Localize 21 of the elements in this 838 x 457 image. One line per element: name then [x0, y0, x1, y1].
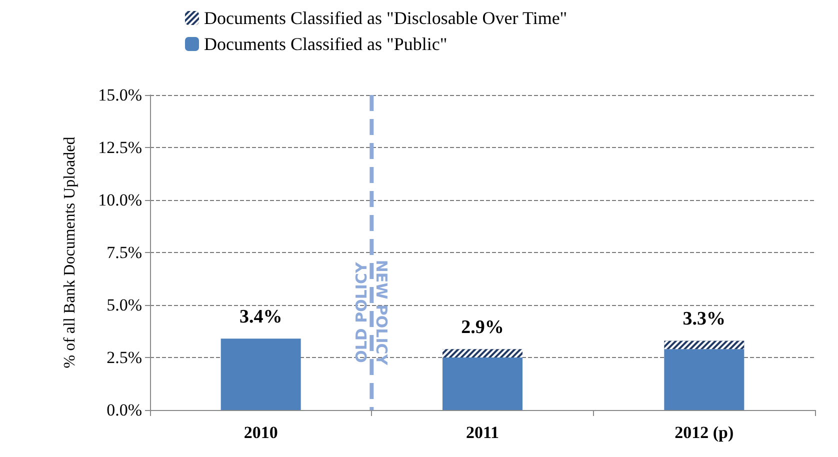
y-tick-label: 10.0% [98, 190, 142, 210]
bar [442, 358, 522, 410]
x-tick-label: 2012 (p) [674, 423, 734, 442]
annotation: OLD POLICY [352, 261, 371, 363]
annotation: NEW POLICY [372, 260, 391, 366]
legend-label: Documents Classified as "Disclosable Over Time" [204, 8, 568, 28]
bar [664, 349, 744, 410]
y-tick-label: 7.5% [106, 243, 142, 262]
x-tick-label: 2011 [466, 423, 500, 442]
y-tick-label: 12.5% [98, 138, 142, 157]
bar [220, 338, 301, 410]
total-label: 3.3% [682, 308, 726, 330]
y-axis-title: % of all Bank Documents Uploaded [62, 136, 78, 368]
total-label: 3.4% [239, 306, 282, 328]
y-tick-label: 15.0% [98, 86, 142, 104]
y-tick-label: 2.5% [106, 348, 142, 367]
legend-label: Documents Classified as "Public" [204, 34, 448, 54]
y-tick-label: 5.0% [106, 296, 142, 314]
x-tick-label: 2010 [244, 423, 278, 442]
total-label: 2.9% [461, 317, 504, 338]
y-tick-label: 0.0% [106, 400, 142, 420]
